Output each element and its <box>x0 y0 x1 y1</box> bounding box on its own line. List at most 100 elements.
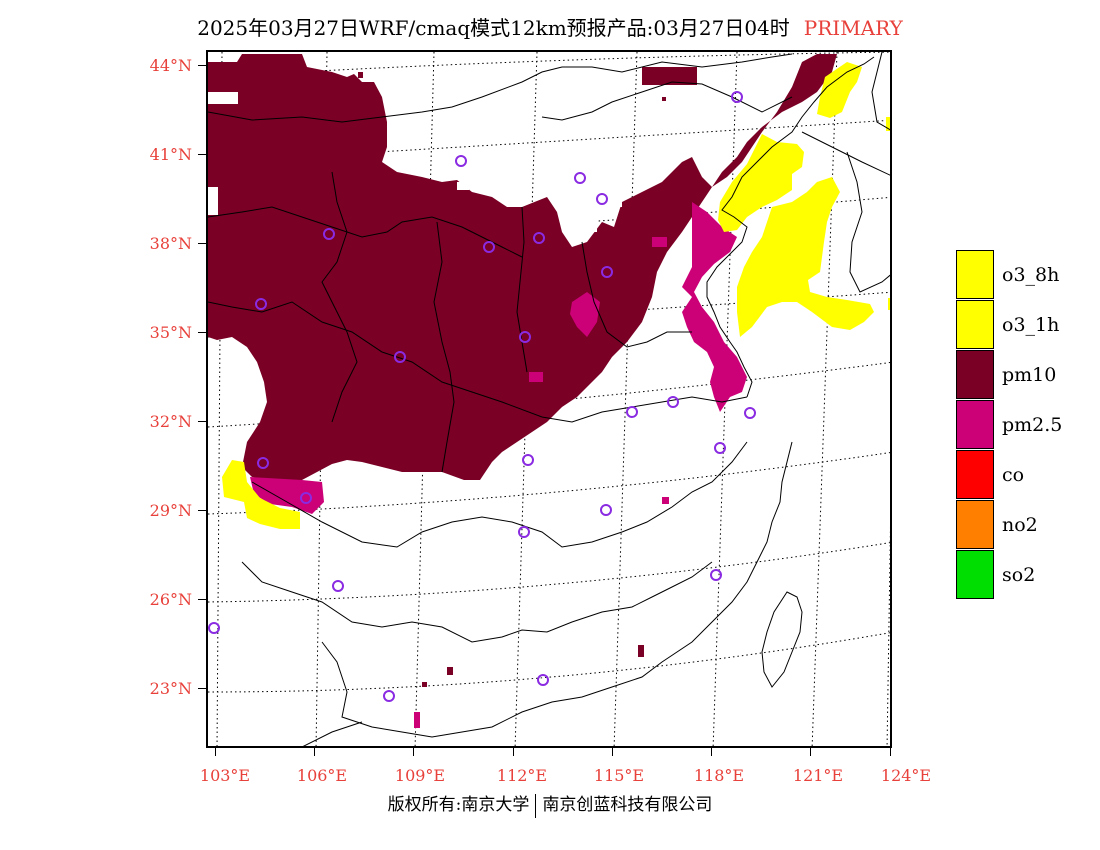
pm25-inland <box>570 292 600 337</box>
station-marker <box>519 331 531 343</box>
o3-ne <box>817 62 862 118</box>
legend-swatch-pm10 <box>956 350 994 399</box>
copyright-left: 版权所有:南京大学 <box>387 795 530 815</box>
map-area[interactable] <box>206 50 892 748</box>
lon-tick <box>513 748 514 756</box>
boundaries <box>208 52 890 746</box>
lat-label-26: 26°N <box>149 590 192 609</box>
station-marker <box>522 454 534 466</box>
border-ne <box>801 131 890 176</box>
lon-label-103: 103°E <box>199 766 251 785</box>
o3-regions <box>222 62 890 529</box>
border-ningxia <box>208 206 523 258</box>
lat-tick <box>198 510 206 511</box>
legend-swatch-so2 <box>956 550 994 599</box>
pm10-patches <box>358 67 697 687</box>
station-marker <box>731 91 743 103</box>
lon-tick <box>413 748 414 756</box>
border-gansu <box>321 171 358 423</box>
legend-label-o3-8h: o3_8h <box>1002 264 1060 286</box>
station-markers <box>208 91 756 702</box>
pm25-small <box>529 372 543 382</box>
coast-east <box>706 56 875 398</box>
lon-line-103 <box>216 52 223 746</box>
lon-label-124: 124°E <box>880 766 932 785</box>
station-marker <box>255 298 267 310</box>
legend-swatch-o3-1h <box>956 300 994 349</box>
legend-swatch-o3-8h <box>956 250 994 299</box>
footer-separator <box>535 793 537 818</box>
station-marker <box>537 674 549 686</box>
legend-label-no2: no2 <box>1002 514 1038 536</box>
lon-line-124 <box>886 525 890 746</box>
lat-tick <box>198 688 206 689</box>
lat-label-23: 23°N <box>149 679 192 698</box>
o3-ne-edge <box>886 117 890 131</box>
station-marker <box>332 580 344 592</box>
border-hebei-shandong <box>581 241 692 348</box>
lat-tick <box>198 332 206 333</box>
border-shaanxi <box>433 221 455 473</box>
legend-swatch-co <box>956 450 994 499</box>
lon-label-115: 115°E <box>593 766 645 785</box>
copyright-right: 南京创蓝科技有限公司 <box>542 795 713 815</box>
lat-line-23 <box>208 632 890 693</box>
o3-e-edge <box>888 298 890 310</box>
korea-outline <box>846 151 890 293</box>
lon-tick <box>215 748 216 756</box>
station-marker <box>601 266 613 278</box>
lon-line-121 <box>811 52 838 746</box>
border-ne-2 <box>871 52 890 131</box>
station-marker <box>323 228 335 240</box>
pm25-small <box>652 237 667 247</box>
station-marker <box>383 690 395 702</box>
pm25-regions <box>250 202 747 728</box>
legend-label-pm2-5: pm2.5 <box>1002 414 1063 436</box>
border-north <box>208 53 793 123</box>
pm25-sw <box>250 477 324 514</box>
taiwan-outline <box>761 591 803 688</box>
border-inner-mongolia <box>541 81 793 121</box>
lat-label-32: 32°N <box>149 412 192 431</box>
coast-south <box>321 441 793 738</box>
border-south-central <box>251 441 748 548</box>
lon-label-121: 121°E <box>792 766 844 785</box>
lon-line-106 <box>315 52 328 746</box>
lon-label-106: 106°E <box>296 766 348 785</box>
station-marker <box>744 407 756 419</box>
border-sw-edge <box>302 721 363 746</box>
o3-yellowsea <box>737 177 874 337</box>
lon-tick <box>314 748 315 756</box>
lat-label-35: 35°N <box>149 323 192 342</box>
legend-swatch-pm2-5 <box>956 400 994 449</box>
legend-label-pm10: pm10 <box>1002 364 1057 386</box>
copyright-footer: 版权所有:南京大学 南京创蓝科技有限公司 <box>0 790 1100 818</box>
map-title: 2025年03月27日WRF/cmaq模式12km预报产品:03月27日04时 P… <box>0 12 1100 41</box>
lon-tick <box>612 748 613 756</box>
station-marker <box>257 457 269 469</box>
primary-tag: PRIMARY <box>803 16 903 40</box>
lon-label-112: 112°E <box>496 766 548 785</box>
legend-label-so2: so2 <box>1002 564 1036 586</box>
pm25-small <box>662 497 669 504</box>
pm25-small <box>414 712 420 728</box>
station-marker <box>208 622 220 634</box>
legend-label-o3-1h: o3_1h <box>1002 314 1060 336</box>
lon-label-109: 109°E <box>394 766 446 785</box>
lat-tick <box>198 243 206 244</box>
station-marker <box>533 232 545 244</box>
station-marker <box>483 241 495 253</box>
map-title-main: 2025年03月27日WRF/cmaq模式12km预报产品:03月27日04时 <box>197 16 790 40</box>
station-marker <box>710 569 722 581</box>
station-marker <box>626 406 638 418</box>
lat-tick <box>198 154 206 155</box>
station-marker <box>394 351 406 363</box>
lat-tick <box>198 599 206 600</box>
station-marker <box>667 396 679 408</box>
legend-label-co: co <box>1002 464 1025 486</box>
station-marker <box>518 526 530 538</box>
lon-label-118: 118°E <box>693 766 745 785</box>
pm25-coastal <box>682 202 747 412</box>
pm10-region <box>208 54 837 482</box>
legend-swatch-no2 <box>956 500 994 549</box>
